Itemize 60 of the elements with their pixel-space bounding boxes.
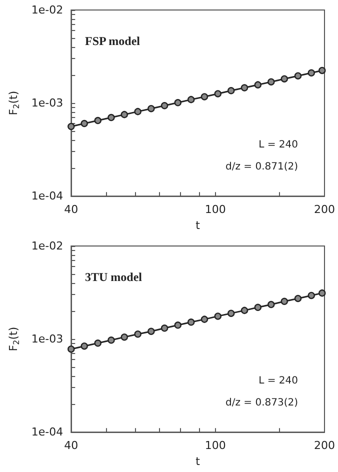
- text: FSP model: [85, 34, 141, 48]
- point: [174, 322, 182, 329]
- point: [240, 84, 248, 92]
- point: [108, 114, 115, 122]
- point: [80, 342, 88, 350]
- annotation: d/z = 0.873(2): [226, 398, 298, 408]
- point: [120, 333, 128, 341]
- point: [200, 93, 208, 100]
- y-tick-label: 1e-03: [31, 332, 64, 346]
- point: [108, 336, 115, 344]
- point: [308, 292, 315, 300]
- annotation: L = 240: [258, 376, 298, 386]
- point: [148, 328, 155, 335]
- point: [134, 108, 142, 116]
- x-tick-label: 40: [64, 203, 78, 216]
- y-tick-label: 1e-02: [31, 4, 64, 16]
- point: [254, 304, 262, 311]
- point: [254, 81, 262, 88]
- point: [268, 300, 275, 308]
- point: [268, 78, 275, 86]
- point: [68, 122, 75, 130]
- point: [294, 294, 302, 302]
- x-axis-title: t: [196, 455, 201, 468]
- annotation: d/z = 0.871(2): [226, 162, 298, 172]
- text: 3TU model: [85, 270, 143, 284]
- y-tick-label: 1e-02: [31, 240, 64, 252]
- point: [214, 312, 222, 320]
- point: [240, 306, 248, 314]
- y-axis-title: F2(t): [7, 326, 21, 352]
- point: [160, 102, 168, 110]
- point: [160, 324, 168, 332]
- y-tick-label: 1e-04: [31, 190, 64, 203]
- point: [80, 120, 88, 128]
- point: [148, 104, 155, 112]
- point: [187, 96, 195, 104]
- x-tick-label: 200: [314, 203, 335, 216]
- point: [200, 316, 208, 323]
- x-tick-label: 200: [314, 439, 335, 452]
- point: [280, 75, 288, 82]
- x-tick-label: 100: [204, 203, 226, 216]
- point: [68, 345, 75, 353]
- point: [187, 318, 195, 326]
- point: [228, 310, 235, 317]
- point: [228, 87, 235, 94]
- point: [280, 298, 288, 305]
- y-axis-title: F2(t): [7, 90, 21, 116]
- x-tick-label: 40: [64, 439, 78, 452]
- y-tick-label: 1e-04: [31, 426, 64, 439]
- x-tick-label: 100: [204, 439, 226, 452]
- annotation: L = 240: [258, 140, 298, 150]
- point: [174, 99, 182, 106]
- y-tick-label: 1e-03: [31, 96, 64, 110]
- point: [214, 90, 222, 98]
- point: [308, 69, 315, 76]
- point: [294, 72, 302, 80]
- point: [120, 110, 128, 118]
- x-axis-title: t: [196, 219, 201, 232]
- point: [94, 116, 102, 124]
- point: [94, 340, 102, 347]
- point: [134, 330, 142, 338]
